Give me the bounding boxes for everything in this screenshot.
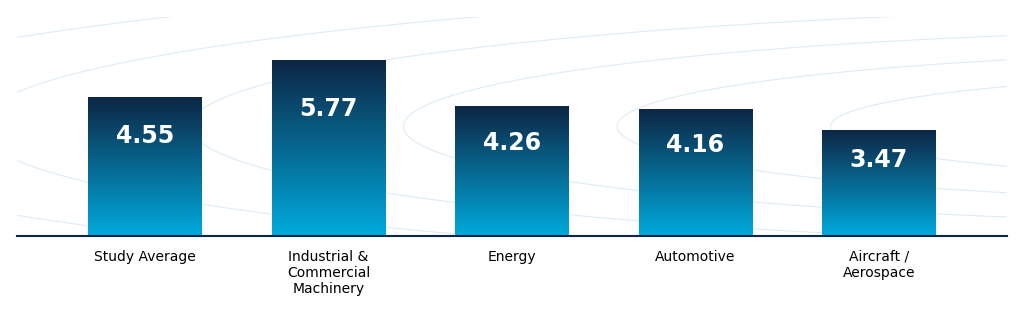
Text: 5.77: 5.77 [299,97,357,121]
Text: 4.16: 4.16 [667,133,725,157]
Text: 4.55: 4.55 [116,124,174,148]
Text: 3.47: 3.47 [850,148,908,172]
Text: 4.26: 4.26 [483,131,541,155]
